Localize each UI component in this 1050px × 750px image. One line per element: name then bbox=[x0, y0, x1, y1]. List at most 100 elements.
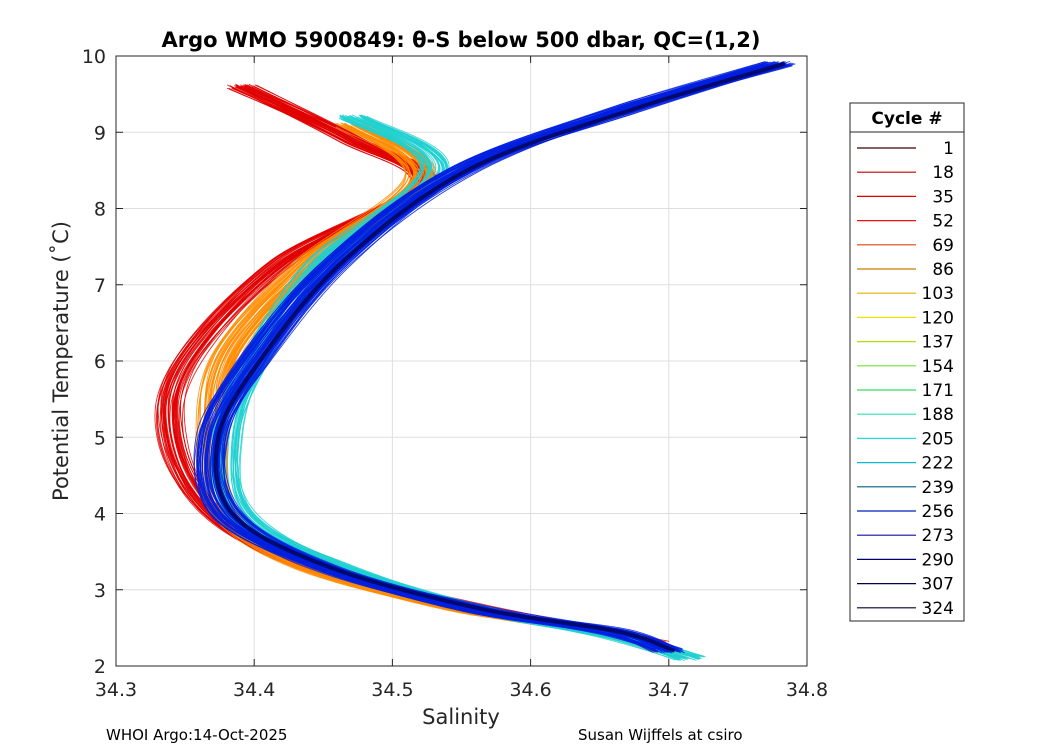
y-tick-label: 4 bbox=[94, 504, 106, 526]
series-line bbox=[219, 117, 682, 660]
series-line bbox=[212, 116, 678, 660]
series-line bbox=[235, 118, 698, 659]
y-tick-label: 8 bbox=[94, 199, 106, 221]
series-line bbox=[224, 124, 681, 652]
series-line bbox=[207, 123, 662, 651]
series-line bbox=[221, 126, 681, 651]
series-line bbox=[232, 114, 699, 657]
series-line bbox=[193, 63, 764, 650]
series-line bbox=[234, 117, 704, 658]
series-line bbox=[223, 126, 683, 652]
series-line bbox=[224, 115, 691, 660]
series-line bbox=[216, 124, 675, 651]
series-line bbox=[219, 115, 685, 659]
series-line bbox=[206, 126, 666, 653]
legend-label: 154 bbox=[922, 357, 954, 377]
legend-label: 256 bbox=[922, 502, 954, 522]
y-tick-label: 3 bbox=[94, 580, 106, 602]
series-line bbox=[219, 118, 682, 658]
series-line bbox=[219, 115, 687, 660]
y-tick-label: 10 bbox=[82, 46, 106, 68]
series-line bbox=[220, 126, 680, 654]
x-tick-label: 34.3 bbox=[95, 679, 137, 701]
series-line bbox=[210, 125, 665, 650]
series-line bbox=[206, 125, 664, 653]
legend-label: 290 bbox=[922, 550, 954, 570]
series-line bbox=[208, 122, 665, 650]
x-tick-label: 34.6 bbox=[509, 679, 551, 701]
series-line bbox=[196, 122, 656, 650]
series-line bbox=[226, 122, 683, 654]
series-line bbox=[221, 117, 688, 660]
series-line bbox=[219, 118, 685, 662]
footer-credit: Susan Wijffels at csiro bbox=[578, 726, 743, 744]
footer-source: WHOI Argo:14-Oct-2025 bbox=[106, 726, 288, 744]
series-line bbox=[216, 117, 686, 659]
legend-label: 273 bbox=[922, 526, 954, 546]
series-line bbox=[238, 116, 706, 658]
legend-label: 1 bbox=[943, 139, 954, 159]
legend-entries: 1 18 35 52 69 86 103 120 137 154 171 188 205 222 239 25… bbox=[857, 139, 954, 619]
series-line bbox=[193, 63, 766, 653]
series-line bbox=[204, 122, 658, 653]
series-line bbox=[232, 114, 700, 660]
series-line bbox=[212, 117, 676, 661]
series-line bbox=[222, 123, 678, 649]
series-line bbox=[215, 124, 669, 653]
x-tick-label: 34.8 bbox=[786, 679, 828, 701]
legend-label: 120 bbox=[922, 308, 954, 328]
legend-title: Cycle # bbox=[871, 109, 942, 129]
series-line-core bbox=[213, 61, 786, 653]
series-line bbox=[237, 116, 704, 658]
legend-label: 307 bbox=[922, 575, 954, 595]
series-line bbox=[232, 118, 700, 660]
series-line bbox=[230, 117, 697, 657]
series-line bbox=[230, 116, 697, 661]
x-tick-label: 34.7 bbox=[648, 679, 690, 701]
y-tick-label: 7 bbox=[94, 275, 106, 297]
series-line bbox=[222, 117, 689, 660]
series-line bbox=[224, 122, 684, 653]
legend-label: 52 bbox=[932, 212, 954, 232]
series-line bbox=[234, 116, 702, 660]
legend-label: 324 bbox=[922, 599, 954, 619]
series-line bbox=[220, 125, 681, 650]
series-line bbox=[214, 115, 680, 660]
legend-label: 137 bbox=[922, 333, 954, 353]
series-line bbox=[227, 114, 689, 657]
y-axis-label: Potential Temperature (˚C) bbox=[49, 221, 73, 501]
series-line bbox=[221, 124, 679, 653]
x-axis-label: Salinity bbox=[422, 705, 500, 729]
legend-label: 205 bbox=[922, 429, 954, 449]
legend-label: 103 bbox=[922, 284, 954, 304]
series-line bbox=[207, 124, 669, 653]
series-line bbox=[221, 115, 688, 659]
series-line bbox=[218, 122, 676, 652]
y-tick-label: 2 bbox=[94, 656, 106, 678]
legend: Cycle # 1 18 35 52 69 86 103 120 137 154 171 188 205… bbox=[849, 102, 965, 622]
series-line bbox=[202, 124, 661, 650]
x-tick-label: 34.5 bbox=[371, 679, 413, 701]
series-line bbox=[213, 122, 672, 652]
y-tick-label: 6 bbox=[94, 351, 106, 373]
series-line bbox=[234, 114, 701, 658]
legend-label: 239 bbox=[922, 478, 954, 498]
series-line bbox=[203, 122, 662, 652]
series-line bbox=[223, 126, 681, 653]
legend-label: 188 bbox=[922, 405, 954, 425]
legend-label: 18 bbox=[932, 163, 954, 183]
series-line bbox=[237, 116, 701, 659]
series-line bbox=[232, 118, 700, 660]
series-line bbox=[215, 125, 670, 652]
series-line bbox=[239, 115, 705, 657]
series-line bbox=[221, 126, 678, 651]
legend-label: 86 bbox=[932, 260, 954, 280]
y-tick-label: 5 bbox=[94, 427, 106, 449]
series-line bbox=[219, 126, 680, 650]
series-line bbox=[203, 123, 663, 653]
series-line bbox=[219, 118, 683, 659]
legend-label: 35 bbox=[932, 187, 954, 207]
series-line bbox=[212, 114, 680, 661]
